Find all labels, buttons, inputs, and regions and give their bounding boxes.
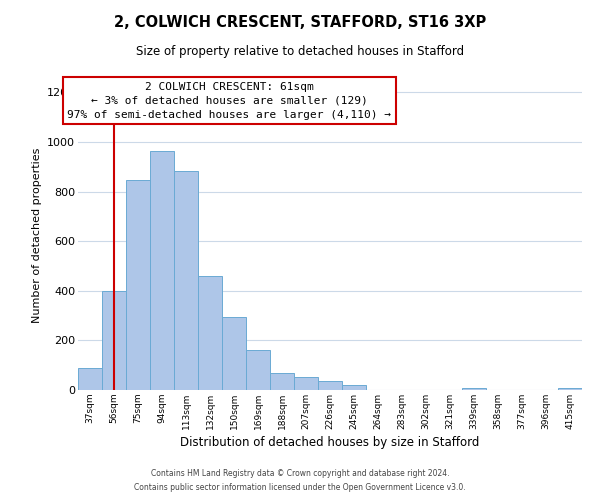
Text: 2, COLWICH CRESCENT, STAFFORD, ST16 3XP: 2, COLWICH CRESCENT, STAFFORD, ST16 3XP [114,15,486,30]
X-axis label: Distribution of detached houses by size in Stafford: Distribution of detached houses by size … [181,436,479,449]
Bar [462,388,486,390]
Bar [150,150,174,390]
Bar [270,372,294,390]
Bar [318,382,342,390]
Bar [126,180,150,390]
Bar [174,170,198,390]
Text: 2 COLWICH CRESCENT: 61sqm
← 3% of detached houses are smaller (129)
97% of semi-: 2 COLWICH CRESCENT: 61sqm ← 3% of detach… [67,82,391,120]
Bar [294,377,318,390]
Text: Size of property relative to detached houses in Stafford: Size of property relative to detached ho… [136,45,464,58]
Text: Contains public sector information licensed under the Open Government Licence v3: Contains public sector information licen… [134,484,466,492]
Bar [222,317,246,390]
Text: Contains HM Land Registry data © Crown copyright and database right 2024.: Contains HM Land Registry data © Crown c… [151,468,449,477]
Bar [102,291,126,390]
Bar [78,368,102,390]
Bar [246,350,270,390]
Bar [198,276,222,390]
Y-axis label: Number of detached properties: Number of detached properties [32,148,41,322]
Bar [342,385,366,390]
Bar [558,388,582,390]
